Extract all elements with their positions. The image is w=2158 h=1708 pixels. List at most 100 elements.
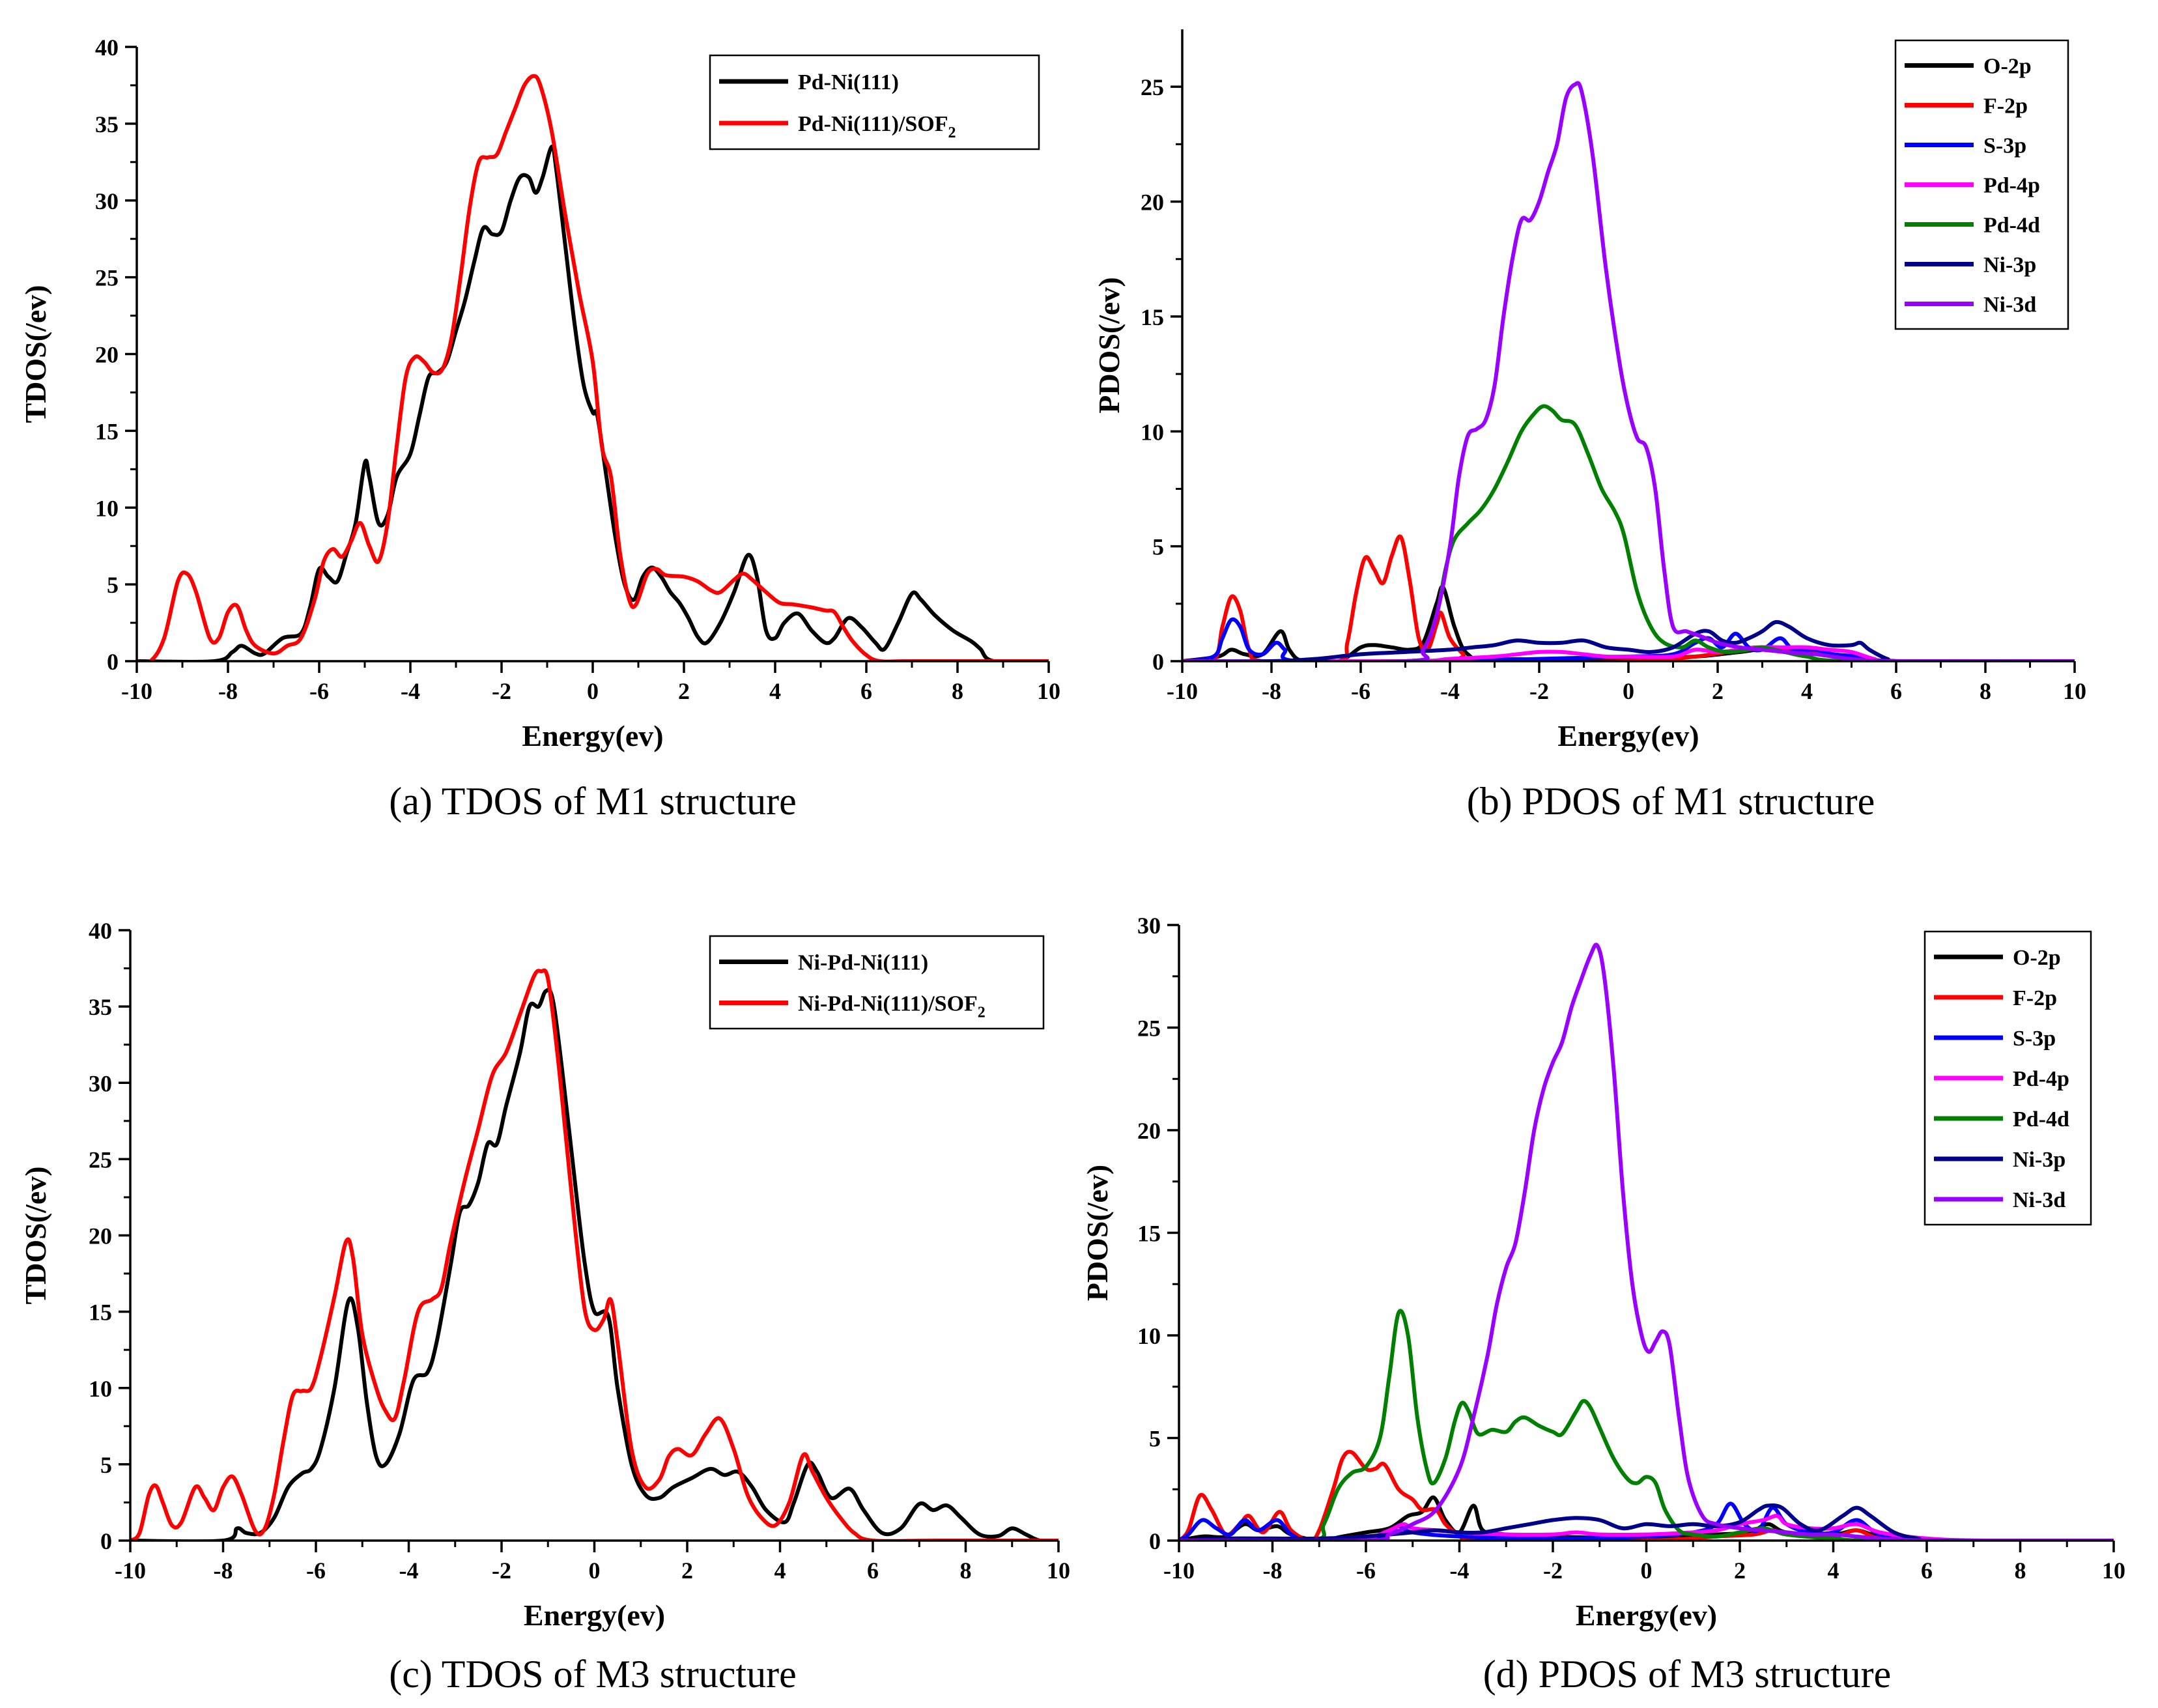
x-tick-label: -2: [1543, 1558, 1563, 1584]
legend-label: Pd-4p: [1983, 174, 2040, 198]
y-tick-label: 15: [89, 1300, 112, 1326]
series-group: [130, 968, 1058, 1541]
y-axis-label: TDOS(/ev): [19, 1166, 52, 1304]
x-tick-label: 10: [2063, 678, 2086, 704]
x-tick-label: -2: [492, 1558, 511, 1584]
x-tick-label: 2: [1712, 678, 1724, 704]
y-tick-label: 10: [1141, 419, 1164, 445]
x-tick-label: 8: [952, 678, 963, 704]
x-tick-label: 0: [587, 678, 599, 704]
x-tick-label: 0: [1623, 678, 1634, 704]
chart-caption: (d) PDOS of M3 structure: [1483, 1653, 1892, 1696]
y-tick-label: 0: [1149, 1528, 1161, 1554]
y-tick-label: 0: [1152, 649, 1164, 675]
series-line-d-6: [1179, 943, 2114, 1541]
x-tick-label: -4: [1440, 678, 1460, 704]
legend-label: Ni-Pd-Ni(111): [798, 951, 928, 975]
series-line-d-1: [1179, 1449, 2114, 1541]
y-axis-label: TDOS(/ev): [19, 285, 52, 423]
legend-label: O-2p: [1983, 55, 2032, 79]
y-tick-label: 10: [95, 495, 119, 521]
x-tick-label: 4: [769, 678, 781, 704]
x-tick-label: -10: [121, 678, 152, 704]
y-tick-label: 15: [1137, 1221, 1161, 1247]
x-tick-label: 6: [860, 678, 872, 704]
y-tick-label: 15: [1141, 304, 1164, 330]
series-line-d-4: [1179, 1309, 2114, 1541]
x-tick-label: -10: [1167, 678, 1198, 704]
x-axis-label: Energy(ev): [524, 1599, 665, 1632]
series-line-c-1: [130, 968, 1058, 1541]
chart-caption: (a) TDOS of M1 structure: [389, 780, 796, 823]
x-tick-label: 2: [678, 678, 690, 704]
x-tick-label: 10: [2102, 1558, 2125, 1584]
chart-a: -10 -8 -6 -4 -2 0 2 4 6 8 10 0 5 10 15 20 25 30 35 40 Energy…: [19, 35, 1060, 823]
x-tick-label: -6: [306, 1558, 326, 1584]
series-line-a-1: [137, 74, 1049, 661]
legend-label: F-2p: [1983, 94, 2028, 119]
y-tick-label: 25: [89, 1146, 112, 1173]
legend-label: Ni-3p: [1983, 253, 2036, 278]
x-tick-label: -4: [1450, 1558, 1469, 1584]
legend-label: O-2p: [2013, 946, 2061, 970]
series-group: [137, 74, 1049, 661]
x-tick-label: -8: [218, 678, 238, 704]
y-tick-label: 0: [107, 649, 119, 675]
series-line-b-5: [1182, 619, 2075, 661]
x-tick-label: -4: [399, 1558, 419, 1584]
y-tick-label: 30: [89, 1070, 112, 1096]
series-line-b-4: [1182, 404, 2075, 661]
x-tick-label: 2: [1734, 1558, 1746, 1584]
x-axis-label: Energy(ev): [1576, 1599, 1717, 1632]
legend-box: [709, 54, 1040, 150]
x-tick-label: -8: [1262, 678, 1281, 704]
y-tick-label: 35: [95, 111, 119, 137]
y-tick-label: 5: [100, 1452, 112, 1478]
legend-box: [709, 935, 1045, 1030]
series-line-b-6: [1182, 81, 2075, 661]
y-tick-label: 20: [1141, 190, 1164, 216]
chart-caption: (b) PDOS of M1 structure: [1467, 780, 1875, 823]
x-tick-label: -4: [401, 678, 420, 704]
y-tick-label: 25: [1137, 1016, 1161, 1042]
legend-label: Ni-3d: [2013, 1188, 2066, 1212]
y-tick-label: 20: [95, 342, 119, 368]
legend: Pd-Ni(111) Pd-Ni(111)/SOF2: [709, 54, 1040, 150]
legend: O-2p F-2p S-3p Pd-4p Pd-4d Ni-3p Ni-3d: [1894, 39, 2069, 330]
legend: Ni-Pd-Ni(111) Ni-Pd-Ni(111)/SOF2: [709, 935, 1045, 1030]
chart-c: -10 -8 -6 -4 -2 0 2 4 6 8 10 0 5 10 15 20 25 30 35 40 Energy…: [19, 918, 1070, 1696]
x-tick-label: 10: [1037, 678, 1060, 704]
x-tick-label: -6: [1351, 678, 1370, 704]
legend-label: Ni-3p: [2013, 1148, 2066, 1172]
chart-b: -10 -8 -6 -4 -2 0 2 4 6 8 10 0 5 10 15 20 25 Energy(ev) PD…: [1092, 29, 2086, 823]
y-tick-label: 30: [1137, 913, 1161, 939]
series-line-b-3: [1182, 645, 2075, 661]
x-tick-label: 0: [1641, 1558, 1653, 1584]
chart-d: -10 -8 -6 -4 -2 0 2 4 6 8 10 0 5 10 15 20 25 30 Energy(ev)…: [1081, 913, 2125, 1696]
x-tick-label: 8: [2015, 1558, 2026, 1584]
x-tick-label: -10: [1163, 1558, 1195, 1584]
y-tick-label: 5: [107, 572, 119, 598]
x-tick-label: -6: [1356, 1558, 1376, 1584]
y-tick-label: 5: [1149, 1426, 1161, 1452]
y-tick-label: 40: [89, 918, 112, 944]
legend-label: Ni-Pd-Ni(111)/SOF2: [798, 992, 986, 1021]
y-axis-label: PDOS(/ev): [1092, 277, 1126, 414]
legend-label: Pd-4d: [1983, 214, 2040, 238]
legend-label: Pd-Ni(111): [798, 70, 899, 94]
x-tick-label: -2: [1529, 678, 1549, 704]
y-tick-label: 15: [95, 418, 119, 444]
x-tick-label: 6: [1890, 678, 1902, 704]
x-tick-label: 0: [589, 1558, 601, 1584]
y-tick-label: 25: [95, 265, 119, 291]
x-tick-label: 4: [774, 1558, 786, 1584]
x-tick-label: 6: [867, 1558, 879, 1584]
y-tick-label: 25: [1141, 74, 1164, 100]
series-line-c-0: [130, 988, 1058, 1541]
x-tick-label: -6: [309, 678, 329, 704]
y-tick-label: 20: [1137, 1118, 1161, 1144]
legend-label: S-3p: [2013, 1027, 2056, 1051]
y-tick-label: 30: [95, 188, 119, 214]
series-group: [1182, 81, 2075, 661]
